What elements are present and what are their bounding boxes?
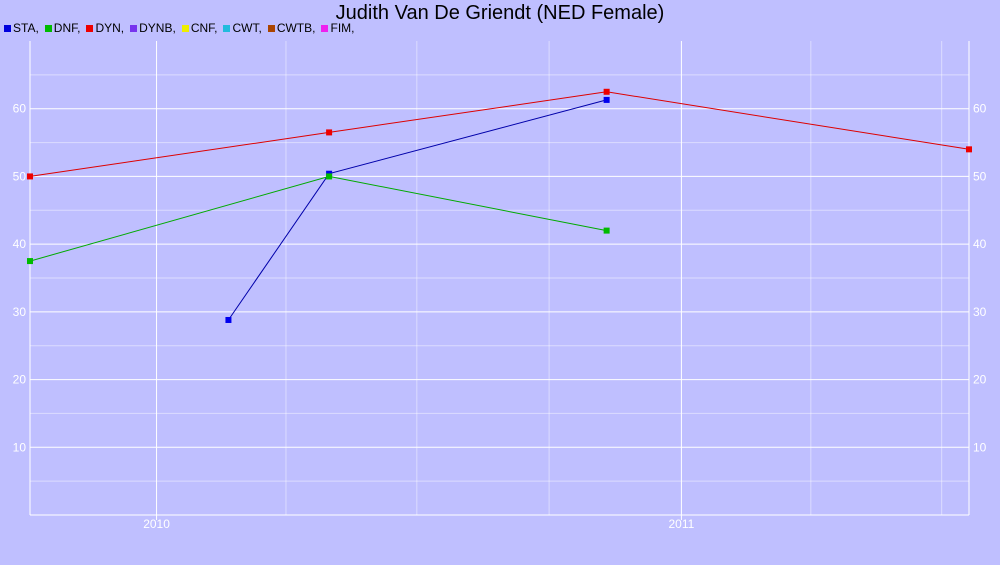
y-tick-label-left: 30	[13, 305, 27, 319]
series-line-dyn	[29, 91, 970, 177]
legend-label: FIM,	[330, 21, 355, 35]
legend-label: STA,	[13, 21, 39, 35]
y-tick-label-left: 60	[13, 102, 27, 116]
data-point-dyn	[326, 129, 333, 136]
legend-item-dynb: DYNB,	[130, 21, 176, 35]
data-point-dnf	[326, 173, 333, 180]
legend: STA, DNF, DYN, DYNB, CNF, CWT, CWTB, FIM,	[4, 21, 360, 35]
legend-swatch	[267, 24, 275, 32]
x-tick-label: 2011	[668, 517, 694, 531]
legend-item-cwtb: CWTB,	[267, 21, 316, 35]
data-point-dyn	[27, 173, 33, 180]
y-tick-label-right: 60	[973, 102, 987, 116]
data-point-dnf	[603, 227, 610, 234]
y-tick-label-right: 40	[973, 237, 987, 251]
legend-item-dnf: DNF,	[44, 21, 81, 35]
legend-swatch	[321, 24, 329, 32]
data-point-sta	[225, 316, 232, 323]
data-point-dyn	[603, 88, 610, 95]
legend-swatch	[44, 24, 52, 32]
data-point-dyn	[966, 146, 972, 153]
legend-label: DYNB,	[139, 21, 176, 35]
y-tick-label-left: 40	[13, 237, 27, 251]
legend-label: DNF,	[53, 21, 81, 35]
legend-item-cnf: CNF,	[181, 21, 218, 35]
legend-item-fim: FIM,	[321, 21, 354, 35]
y-tick-label-left: 10	[13, 440, 27, 454]
legend-label: CWTB,	[276, 21, 316, 35]
legend-swatch	[4, 24, 11, 32]
legend-label: CWT,	[232, 21, 262, 35]
legend-item-sta: STA,	[4, 21, 39, 35]
legend-swatch	[223, 24, 231, 32]
legend-label: CNF,	[190, 21, 218, 35]
legend-swatch	[181, 24, 189, 32]
data-point-dnf	[27, 258, 33, 265]
y-tick-label-right: 20	[973, 373, 987, 387]
y-tick-label-left: 20	[13, 373, 27, 387]
x-tick-label: 2010	[143, 517, 170, 531]
legend-item-cwt: CWT,	[223, 21, 262, 35]
y-tick-label-right: 10	[973, 440, 987, 454]
legend-item-dyn: DYN,	[86, 21, 124, 35]
legend-swatch	[86, 24, 94, 32]
y-tick-label-right: 50	[973, 169, 987, 183]
y-tick-label-right: 30	[973, 305, 987, 319]
legend-label: DYN,	[95, 21, 125, 35]
data-point-sta	[603, 96, 610, 103]
chart-title: Judith Van De Griendt (NED Female)	[335, 2, 665, 24]
y-tick-label-left: 50	[13, 169, 27, 183]
legend-swatch	[130, 24, 138, 32]
